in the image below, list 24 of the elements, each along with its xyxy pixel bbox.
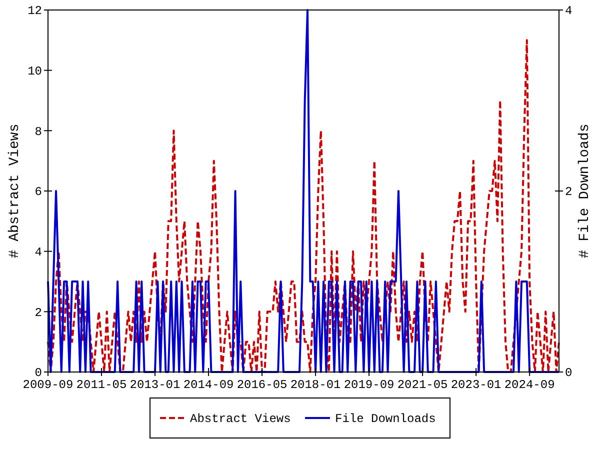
x-tick-label: 2021-05 xyxy=(397,378,448,392)
x-tick-label: 2018-01 xyxy=(290,378,341,392)
y-tick-label: 2 xyxy=(34,306,42,320)
y-tick-label: 4 xyxy=(34,246,42,260)
x-tick-label: 2009-09 xyxy=(22,378,74,392)
x-tick-label: 2024-09 xyxy=(504,378,555,392)
x-tick-label: 2011-05 xyxy=(76,378,127,392)
y2-axis-title: # File Downloads xyxy=(577,124,593,258)
y2-tick-label: 0 xyxy=(565,366,572,380)
y2-tick-label: 4 xyxy=(565,4,572,18)
y-tick-label: 0 xyxy=(34,366,42,380)
x-tick-label: 2013-01 xyxy=(130,378,180,392)
x-tick-label: 2016-05 xyxy=(236,378,288,392)
x-tick-label: 2019-09 xyxy=(344,378,394,392)
legend-label: Abstract Views xyxy=(190,412,291,426)
y-tick-label: 10 xyxy=(28,64,42,79)
y2-tick-label: 2 xyxy=(565,185,572,200)
legend-label: File Downloads xyxy=(335,412,436,426)
y-tick-label: 6 xyxy=(34,185,42,200)
y-tick-label: 8 xyxy=(34,124,42,139)
y-axis-title: # Abstract Views xyxy=(7,124,23,258)
y-tick-label: 12 xyxy=(28,4,42,18)
x-tick-label: 2014-09 xyxy=(183,378,234,392)
x-tick-label: 2023-01 xyxy=(450,378,502,392)
